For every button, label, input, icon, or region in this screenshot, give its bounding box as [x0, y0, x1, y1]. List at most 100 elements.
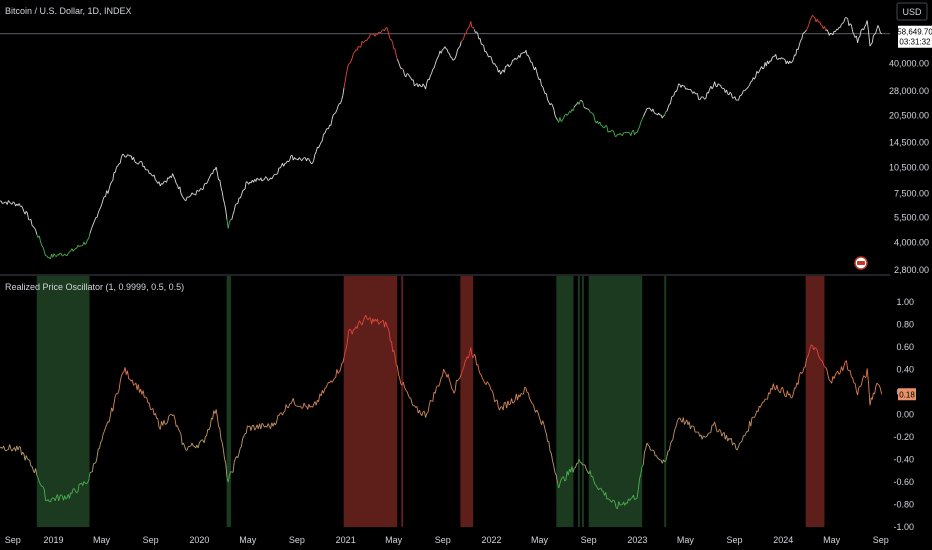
oscillator-segment — [804, 358, 807, 367]
oscillator-segment — [52, 497, 55, 499]
oscillator-segment — [641, 464, 644, 468]
oscillator-segment — [178, 429, 181, 432]
price-segment — [586, 108, 588, 110]
price-segment — [221, 192, 224, 200]
price-segment — [220, 187, 223, 193]
oscillator-segment — [29, 460, 32, 467]
price-segment — [875, 28, 878, 34]
oscillator-segment — [84, 482, 87, 485]
oscillator-segment — [617, 501, 620, 509]
oscillator-segment — [642, 452, 645, 465]
oscillator-segment — [227, 475, 230, 483]
price-segment — [869, 43, 872, 47]
oscillator-segment — [323, 388, 326, 394]
price-segment — [479, 38, 482, 45]
oscillator-segment — [232, 462, 235, 473]
oscillator-segment — [418, 410, 422, 415]
oscillator-segment — [171, 413, 173, 416]
price-segment — [847, 18, 850, 26]
price-segment — [438, 50, 441, 56]
oscillator-segment — [499, 406, 502, 411]
price-segment — [863, 26, 866, 31]
price-segment — [661, 115, 664, 119]
oscillator-segment — [376, 318, 380, 325]
price-segment — [834, 28, 838, 33]
price-segment — [632, 130, 636, 135]
price-segment — [72, 249, 75, 252]
price-segment — [610, 129, 612, 133]
price-segment — [216, 173, 220, 181]
price-segment — [410, 77, 413, 81]
price-segment — [128, 154, 131, 157]
time-tick-label: 2021 — [336, 535, 356, 545]
price-segment — [849, 23, 852, 26]
oscillator-segment — [294, 403, 297, 407]
price-segment — [18, 203, 21, 207]
price-segment — [488, 55, 490, 58]
oscillator-segment — [247, 425, 249, 427]
oscillator-segment — [342, 357, 345, 363]
oscillator-segment — [658, 458, 661, 461]
oscillator-axis[interactable]: 1.000.800.600.400.200.00-0.20-0.40-0.60-… — [893, 297, 914, 532]
time-axis[interactable]: Sep 2019 May Sep 2020 May Sep 2021 May Sep 2022 May… — [5, 535, 889, 545]
price-segment — [354, 49, 357, 53]
price-segment — [804, 29, 807, 32]
price-segment — [133, 157, 136, 162]
oscillator-segment — [270, 422, 273, 429]
price-segment — [589, 111, 592, 114]
oscillator-segment — [879, 388, 883, 395]
price-segment — [531, 61, 534, 67]
oscillator-segment — [688, 421, 691, 430]
price-segment — [719, 84, 721, 86]
oscillator-segment — [506, 400, 509, 409]
oscillator-segment — [657, 457, 659, 460]
oscillator-segment — [77, 484, 80, 492]
price-segment — [25, 211, 28, 214]
price-segment — [806, 27, 809, 31]
price-segment — [543, 90, 546, 94]
oscillator-segment — [782, 387, 785, 394]
price-segment — [508, 65, 511, 68]
price-segment — [430, 73, 432, 76]
price-segment — [277, 167, 280, 174]
price-segment — [58, 252, 61, 256]
price-segment — [321, 134, 324, 141]
oscillator-segment — [253, 425, 256, 431]
oscillator-segment — [334, 377, 336, 379]
price-segment — [425, 82, 428, 90]
oscillator-segment — [845, 360, 849, 370]
price-segment — [127, 154, 129, 156]
oscillator-segment — [648, 446, 651, 451]
time-tick-label: May — [239, 535, 257, 545]
alert-badge-icon[interactable] — [854, 256, 868, 270]
price-segment — [30, 219, 33, 226]
price-segment — [527, 55, 530, 59]
price-axis[interactable]: 40,000.00 28,000.00 20,500.00 14,500.00 10,5… — [889, 58, 929, 275]
price-segment — [514, 57, 517, 60]
oscillator-segment — [438, 382, 441, 387]
oscillator-segment — [416, 406, 419, 414]
oscillator-segment — [693, 426, 696, 433]
price-segment — [226, 219, 229, 229]
oscillator-segment — [189, 445, 191, 447]
oscillator-segment — [54, 496, 57, 501]
oscillator-segment — [459, 374, 462, 378]
oscillator-segment — [507, 400, 510, 406]
time-tick-label: May — [385, 535, 403, 545]
price-segment — [870, 42, 873, 45]
oscillator-segment — [876, 382, 879, 385]
oscillator-segment — [549, 450, 552, 454]
price-segment — [398, 61, 401, 66]
oscillator-segment — [779, 387, 782, 393]
oscillator-segment — [795, 382, 798, 389]
oscillator-segment — [605, 492, 608, 500]
oscillator-segment — [851, 376, 853, 379]
currency-button[interactable] — [896, 2, 928, 21]
oscillator-segment — [613, 500, 616, 504]
oscillator-segment — [644, 447, 647, 453]
price-segment — [387, 30, 390, 37]
oscillator-segment — [108, 415, 111, 423]
oscillator-segment — [42, 486, 45, 490]
oscillator-segment — [815, 348, 818, 351]
